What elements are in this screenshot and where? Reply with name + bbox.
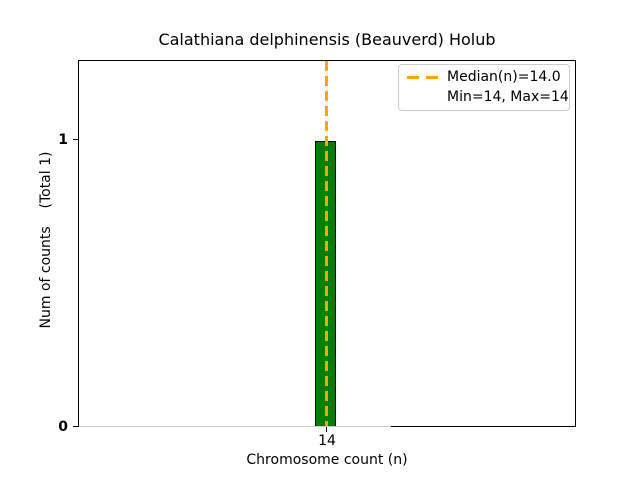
x-tick-label-14: 14	[318, 433, 336, 449]
legend-label-median: Median(n)=14.0	[447, 69, 561, 86]
x-tick-mark-14	[326, 427, 328, 432]
zero-height-bins-baseline	[79, 426, 391, 427]
median-dashed-line	[325, 61, 328, 426]
legend: Median(n)=14.0 Min=14, Max=14	[398, 64, 570, 111]
legend-entry-minmax: Min=14, Max=14	[407, 89, 569, 107]
y-tick-label-0: 0	[58, 419, 68, 435]
y-tick-mark-0	[73, 425, 78, 427]
y-tick-label-1: 1	[58, 132, 68, 148]
legend-entry-median: Median(n)=14.0	[407, 69, 563, 87]
x-axis-label: Chromosome count (n)	[246, 452, 408, 468]
plot-area: Median(n)=14.0 Min=14, Max=14	[78, 60, 576, 427]
dashed-line-icon	[407, 76, 438, 80]
y-axis-label: Num of counts (Total 1)	[38, 151, 54, 329]
chart-title: Calathiana delphinensis (Beauverd) Holub	[158, 30, 496, 49]
legend-key-spacer	[407, 96, 438, 99]
legend-label-minmax: Min=14, Max=14	[447, 88, 569, 105]
y-tick-mark-1	[73, 139, 78, 141]
